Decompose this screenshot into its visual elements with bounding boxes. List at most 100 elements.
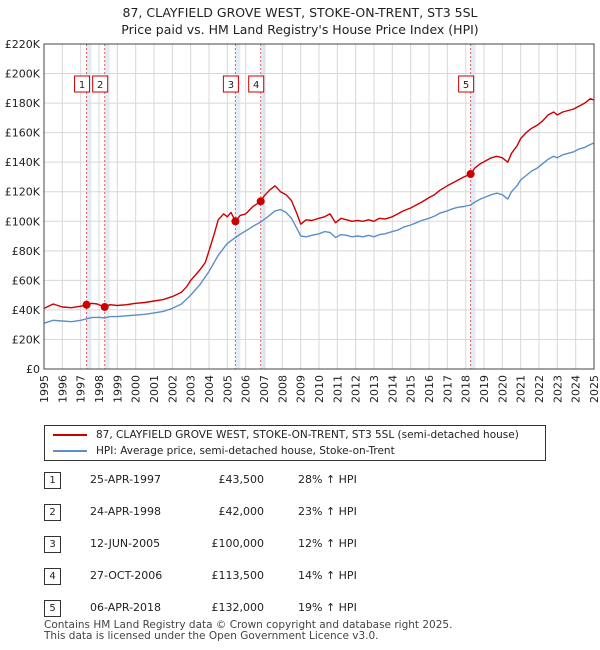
transaction-number-badge: 4 xyxy=(44,568,61,585)
x-tick-label: 2015 xyxy=(405,375,418,403)
transaction-number-badge: 5 xyxy=(44,600,61,617)
x-tick-label: 2007 xyxy=(258,375,271,403)
x-tick-label: 2014 xyxy=(386,375,399,403)
sale-badge-label: 5 xyxy=(463,80,469,91)
transaction-hpi: 14% ↑ HPI xyxy=(298,569,357,582)
sale-marker-1 xyxy=(82,300,91,309)
transaction-hpi: 23% ↑ HPI xyxy=(298,505,357,518)
footer-line-1: Contains HM Land Registry data © Crown c… xyxy=(44,619,453,631)
sale-band-1 xyxy=(86,44,92,369)
x-tick-label: 2006 xyxy=(240,375,253,403)
x-tick-label: 2001 xyxy=(148,375,161,403)
sale-badge-box xyxy=(74,75,91,93)
table-row: 3 12-JUN-2005 £100,000 12% ↑ HPI xyxy=(44,536,564,554)
sale-badge-box xyxy=(458,75,475,93)
chart-legend: 87, CLAYFIELD GROVE WEST, STOKE-ON-TRENT… xyxy=(44,425,546,461)
x-tick-label: 2002 xyxy=(166,375,179,403)
legend-item-property: 87, CLAYFIELD GROVE WEST, STOKE-ON-TRENT… xyxy=(53,427,519,443)
y-tick-label: £140K xyxy=(5,156,41,169)
sale-badge-3: 3 xyxy=(222,75,239,93)
sale-badge-5: 5 xyxy=(458,75,475,93)
table-row: 5 06-APR-2018 £132,000 19% ↑ HPI xyxy=(44,600,564,618)
legend-swatch-hpi xyxy=(53,450,87,452)
transaction-number-badge: 1 xyxy=(44,472,61,489)
x-tick-label: 1996 xyxy=(56,375,69,403)
transaction-date: 06-APR-2018 xyxy=(90,601,162,614)
x-tick-label: 2003 xyxy=(185,375,198,403)
transaction-price: £100,000 xyxy=(211,537,265,550)
sale-badge-label: 1 xyxy=(79,80,85,91)
y-tick-label: £80K xyxy=(12,245,41,258)
sale-badge-2: 2 xyxy=(92,75,109,93)
x-tick-label: 2013 xyxy=(368,375,381,403)
transaction-price: £43,500 xyxy=(218,473,265,486)
transaction-hpi: 12% ↑ HPI xyxy=(298,537,357,550)
x-tick-label: 2021 xyxy=(515,375,528,403)
transaction-hpi: 19% ↑ HPI xyxy=(298,601,357,614)
y-tick-label: £100K xyxy=(5,215,41,228)
x-tick-label: 2018 xyxy=(460,375,473,403)
x-tick-label: 2008 xyxy=(276,375,289,403)
transaction-date: 12-JUN-2005 xyxy=(90,537,161,550)
y-tick-label: £60K xyxy=(12,274,41,287)
price-chart: £0 £20K £40K £60K £80K £100K £120K £140K £160K £1… xyxy=(5,38,600,403)
legend-swatch-property xyxy=(53,434,87,436)
x-tick-label: 2024 xyxy=(570,375,583,403)
sale-marker-4 xyxy=(256,197,265,206)
x-tick-label: 2017 xyxy=(441,375,454,403)
sale-badge-label: 2 xyxy=(97,80,103,91)
table-row: 4 27-OCT-2006 £113,500 14% ↑ HPI xyxy=(44,568,564,586)
x-tick-label: 2004 xyxy=(203,375,216,403)
y-tick-label: £40K xyxy=(12,304,41,317)
x-tick-label: 2025 xyxy=(588,375,600,403)
sale-band-3 xyxy=(235,44,241,369)
table-row: 2 24-APR-1998 £42,000 23% ↑ HPI xyxy=(44,504,564,522)
sale-badge-4: 4 xyxy=(248,75,265,93)
table-row: 1 25-APR-1997 £43,500 28% ↑ HPI xyxy=(44,472,564,490)
x-tick-label: 2000 xyxy=(130,375,143,403)
sale-badge-box xyxy=(248,75,265,93)
transaction-hpi: 28% ↑ HPI xyxy=(298,473,357,486)
sale-band-4 xyxy=(260,44,266,369)
transaction-date: 24-APR-1998 xyxy=(90,505,162,518)
sale-badge-1: 1 xyxy=(74,75,91,93)
transaction-price: £132,000 xyxy=(211,601,265,614)
axes-frame xyxy=(43,43,595,370)
sale-marker-3 xyxy=(231,217,240,226)
sale-band-2 xyxy=(104,44,110,369)
transaction-number-badge: 2 xyxy=(44,504,61,521)
x-tick-label: 2023 xyxy=(551,375,564,403)
transaction-date: 27-OCT-2006 xyxy=(90,569,163,582)
sale-badge-box xyxy=(92,75,109,93)
x-tick-label: 2019 xyxy=(478,375,491,403)
sale-badge-label: 4 xyxy=(253,80,259,91)
sale-marker-2 xyxy=(100,302,109,311)
y-tick-label: £180K xyxy=(5,97,41,110)
chart-title: 87, CLAYFIELD GROVE WEST, STOKE-ON-TRENT… xyxy=(0,4,600,38)
y-tick-label: £220K xyxy=(5,38,41,51)
transaction-price: £42,000 xyxy=(218,505,265,518)
title-line-1: 87, CLAYFIELD GROVE WEST, STOKE-ON-TRENT… xyxy=(122,5,478,20)
property-price-line xyxy=(43,98,595,310)
y-tick-label: £20K xyxy=(12,333,41,346)
transaction-date: 25-APR-1997 xyxy=(90,473,162,486)
transaction-number-badge: 3 xyxy=(44,536,61,553)
y-tick-label: £160K xyxy=(5,127,41,140)
y-tick-label: £120K xyxy=(5,186,41,199)
x-tick-label: 1995 xyxy=(38,375,51,403)
legend-label-property: 87, CLAYFIELD GROVE WEST, STOKE-ON-TRENT… xyxy=(96,429,519,441)
y-tick-label: £0 xyxy=(26,363,40,376)
legend-item-hpi: HPI: Average price, semi-detached house,… xyxy=(53,443,395,459)
x-tick-label: 2020 xyxy=(496,375,509,403)
x-tick-label: 1999 xyxy=(111,375,124,403)
x-tick-label: 2022 xyxy=(533,375,546,403)
transaction-price: £113,500 xyxy=(211,569,265,582)
x-tick-label: 1997 xyxy=(75,375,88,403)
y-tick-label: £200K xyxy=(5,68,41,81)
title-line-2: Price paid vs. HM Land Registry's House … xyxy=(121,22,479,37)
x-tick-label: 2009 xyxy=(295,375,308,403)
legend-label-hpi: HPI: Average price, semi-detached house,… xyxy=(96,445,395,457)
sale-badge-box xyxy=(222,75,239,93)
x-tick-label: 2011 xyxy=(331,375,344,403)
footer-line-2: This data is licensed under the Open Gov… xyxy=(44,630,379,642)
